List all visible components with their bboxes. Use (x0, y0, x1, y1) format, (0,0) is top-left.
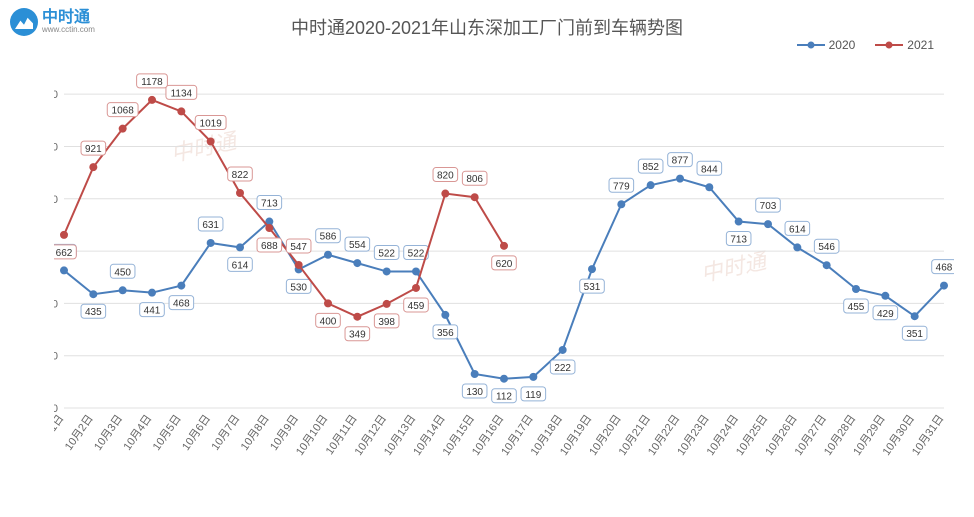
svg-text:119: 119 (525, 390, 541, 401)
svg-text:547: 547 (290, 242, 307, 253)
svg-text:530: 530 (290, 282, 307, 293)
svg-text:614: 614 (232, 260, 249, 271)
chart: 02004006008001000120010月1日10月2日10月3日10月4… (54, 68, 954, 448)
svg-text:779: 779 (613, 181, 630, 192)
svg-text:450: 450 (114, 267, 131, 278)
svg-text:10月8日: 10月8日 (239, 413, 272, 453)
svg-text:1068: 1068 (112, 106, 135, 117)
legend-label-2021: 2021 (907, 38, 934, 52)
svg-text:1200: 1200 (54, 89, 58, 101)
svg-text:200: 200 (54, 351, 58, 363)
svg-text:455: 455 (848, 302, 865, 313)
svg-text:822: 822 (232, 170, 249, 181)
svg-text:468: 468 (173, 299, 190, 310)
legend-swatch-2021 (875, 44, 903, 46)
svg-text:1000: 1000 (54, 141, 58, 153)
svg-text:112: 112 (496, 392, 512, 403)
svg-text:662: 662 (56, 248, 73, 259)
svg-text:586: 586 (320, 232, 337, 243)
svg-text:10月5日: 10月5日 (151, 413, 184, 453)
svg-text:1178: 1178 (141, 77, 163, 88)
svg-text:222: 222 (554, 363, 571, 374)
svg-text:468: 468 (936, 263, 953, 274)
svg-text:522: 522 (408, 248, 425, 259)
svg-text:1134: 1134 (171, 88, 193, 99)
svg-text:398: 398 (378, 317, 395, 328)
svg-text:356: 356 (437, 328, 454, 339)
svg-text:806: 806 (466, 174, 483, 185)
legend-label-2020: 2020 (829, 38, 856, 52)
svg-text:10月2日: 10月2日 (63, 413, 96, 453)
svg-text:400: 400 (54, 298, 58, 310)
svg-text:435: 435 (85, 307, 102, 318)
legend-item-2020: 2020 (797, 38, 856, 52)
svg-text:554: 554 (349, 240, 366, 251)
svg-text:852: 852 (642, 162, 659, 173)
svg-text:921: 921 (85, 144, 102, 155)
svg-text:522: 522 (378, 248, 395, 259)
svg-text:351: 351 (906, 329, 923, 340)
svg-text:614: 614 (789, 224, 806, 235)
svg-text:620: 620 (496, 259, 513, 270)
svg-text:441: 441 (144, 306, 161, 317)
svg-text:10月7日: 10月7日 (209, 413, 242, 453)
chart-svg: 02004006008001000120010月1日10月2日10月3日10月4… (54, 68, 954, 488)
svg-text:429: 429 (877, 309, 894, 320)
legend-swatch-2020 (797, 44, 825, 46)
svg-text:400: 400 (320, 316, 337, 327)
svg-text:531: 531 (584, 282, 601, 293)
legend-item-2021: 2021 (875, 38, 934, 52)
legend: 2020 2021 (797, 38, 934, 52)
svg-text:10月3日: 10月3日 (92, 413, 125, 453)
svg-text:877: 877 (672, 156, 689, 167)
svg-text:713: 713 (261, 199, 278, 210)
svg-text:10月4日: 10月4日 (121, 413, 154, 453)
svg-text:800: 800 (54, 194, 58, 206)
svg-text:844: 844 (701, 164, 718, 175)
svg-text:10月6日: 10月6日 (180, 413, 213, 453)
svg-text:713: 713 (730, 235, 747, 246)
svg-text:820: 820 (437, 171, 454, 182)
chart-title: 中时通2020-2021年山东深加工厂门前到车辆势图 (0, 14, 974, 40)
svg-text:349: 349 (349, 330, 366, 341)
svg-text:703: 703 (760, 201, 777, 212)
svg-text:130: 130 (466, 387, 483, 398)
svg-text:546: 546 (818, 242, 835, 253)
svg-text:688: 688 (261, 241, 278, 252)
svg-text:459: 459 (408, 301, 425, 312)
svg-text:631: 631 (202, 220, 219, 231)
svg-text:1019: 1019 (200, 118, 223, 129)
